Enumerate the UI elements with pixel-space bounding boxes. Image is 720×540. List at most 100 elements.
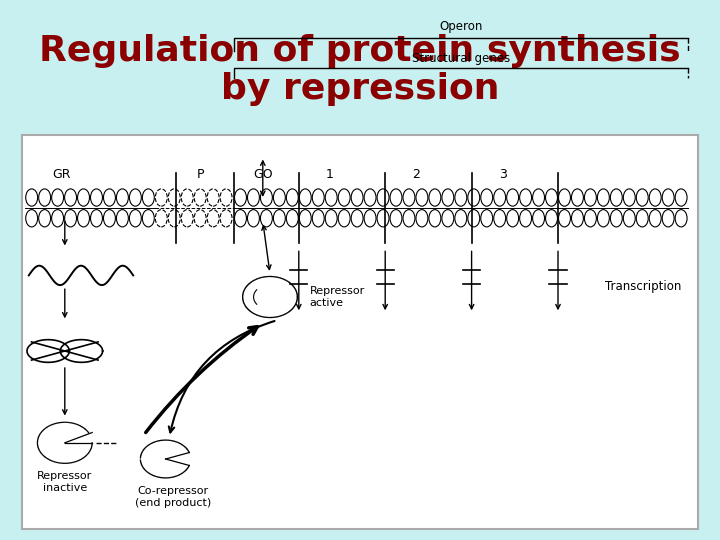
Ellipse shape xyxy=(416,189,428,206)
Ellipse shape xyxy=(598,210,609,227)
Ellipse shape xyxy=(611,189,622,206)
Text: P: P xyxy=(197,168,204,181)
Ellipse shape xyxy=(624,210,635,227)
Ellipse shape xyxy=(533,189,544,206)
Ellipse shape xyxy=(520,189,531,206)
Text: Transcription: Transcription xyxy=(605,280,681,293)
Ellipse shape xyxy=(207,210,219,227)
Ellipse shape xyxy=(274,210,285,227)
Ellipse shape xyxy=(338,189,350,206)
Ellipse shape xyxy=(194,189,206,206)
Ellipse shape xyxy=(300,189,311,206)
FancyBboxPatch shape xyxy=(22,135,698,529)
Ellipse shape xyxy=(468,210,480,227)
Ellipse shape xyxy=(598,189,609,206)
Ellipse shape xyxy=(235,210,246,227)
Ellipse shape xyxy=(455,210,467,227)
Ellipse shape xyxy=(649,189,661,206)
Ellipse shape xyxy=(220,210,232,227)
Ellipse shape xyxy=(181,210,193,227)
Ellipse shape xyxy=(274,189,285,206)
Ellipse shape xyxy=(533,210,544,227)
Ellipse shape xyxy=(26,189,37,206)
Ellipse shape xyxy=(377,210,389,227)
Ellipse shape xyxy=(52,189,63,206)
Ellipse shape xyxy=(26,210,37,227)
Ellipse shape xyxy=(325,210,337,227)
Ellipse shape xyxy=(520,210,531,227)
Ellipse shape xyxy=(156,189,167,206)
Ellipse shape xyxy=(338,210,350,227)
Ellipse shape xyxy=(351,210,363,227)
Ellipse shape xyxy=(287,210,298,227)
Ellipse shape xyxy=(507,210,518,227)
Ellipse shape xyxy=(130,210,141,227)
Ellipse shape xyxy=(442,189,454,206)
Ellipse shape xyxy=(624,189,635,206)
Ellipse shape xyxy=(117,189,128,206)
Ellipse shape xyxy=(168,189,180,206)
Ellipse shape xyxy=(546,189,557,206)
Ellipse shape xyxy=(390,189,402,206)
Ellipse shape xyxy=(39,210,50,227)
Ellipse shape xyxy=(261,210,272,227)
Ellipse shape xyxy=(429,189,441,206)
Ellipse shape xyxy=(104,189,115,206)
Ellipse shape xyxy=(168,210,180,227)
Ellipse shape xyxy=(585,189,596,206)
Ellipse shape xyxy=(300,210,311,227)
Ellipse shape xyxy=(235,189,246,206)
Ellipse shape xyxy=(649,210,661,227)
Text: GR: GR xyxy=(52,168,71,181)
Ellipse shape xyxy=(468,189,480,206)
Ellipse shape xyxy=(416,210,428,227)
Ellipse shape xyxy=(572,210,583,227)
Ellipse shape xyxy=(287,189,298,206)
Ellipse shape xyxy=(39,189,50,206)
Ellipse shape xyxy=(248,210,259,227)
Ellipse shape xyxy=(181,189,193,206)
Ellipse shape xyxy=(143,189,154,206)
Ellipse shape xyxy=(559,189,570,206)
Ellipse shape xyxy=(364,189,376,206)
Ellipse shape xyxy=(78,210,89,227)
Ellipse shape xyxy=(611,210,622,227)
Ellipse shape xyxy=(442,210,454,227)
Ellipse shape xyxy=(78,189,89,206)
Ellipse shape xyxy=(248,189,259,206)
Ellipse shape xyxy=(403,210,415,227)
Ellipse shape xyxy=(403,189,415,206)
Ellipse shape xyxy=(91,189,102,206)
Ellipse shape xyxy=(481,189,492,206)
Ellipse shape xyxy=(636,210,648,227)
Text: Repressor
active: Repressor active xyxy=(310,286,365,308)
Ellipse shape xyxy=(481,210,492,227)
Ellipse shape xyxy=(377,189,389,206)
Ellipse shape xyxy=(117,210,128,227)
Ellipse shape xyxy=(675,210,687,227)
Ellipse shape xyxy=(507,189,518,206)
Text: GO: GO xyxy=(253,168,273,181)
Ellipse shape xyxy=(494,189,505,206)
Ellipse shape xyxy=(261,189,272,206)
Ellipse shape xyxy=(325,189,337,206)
Ellipse shape xyxy=(156,210,167,227)
Ellipse shape xyxy=(585,210,596,227)
Text: 3: 3 xyxy=(499,168,506,181)
Ellipse shape xyxy=(455,189,467,206)
Text: Co-repressor
(end product): Co-repressor (end product) xyxy=(135,486,211,508)
Text: Structural genes: Structural genes xyxy=(412,52,510,65)
Ellipse shape xyxy=(675,189,687,206)
Ellipse shape xyxy=(312,189,324,206)
Ellipse shape xyxy=(351,189,363,206)
Ellipse shape xyxy=(143,210,154,227)
Ellipse shape xyxy=(207,189,219,206)
Ellipse shape xyxy=(91,210,102,227)
Text: Operon: Operon xyxy=(439,21,482,33)
Ellipse shape xyxy=(390,210,402,227)
Ellipse shape xyxy=(364,210,376,227)
Ellipse shape xyxy=(662,210,674,227)
Text: 2: 2 xyxy=(413,168,420,181)
Text: Repressor
inactive: Repressor inactive xyxy=(37,471,92,493)
Ellipse shape xyxy=(636,189,648,206)
